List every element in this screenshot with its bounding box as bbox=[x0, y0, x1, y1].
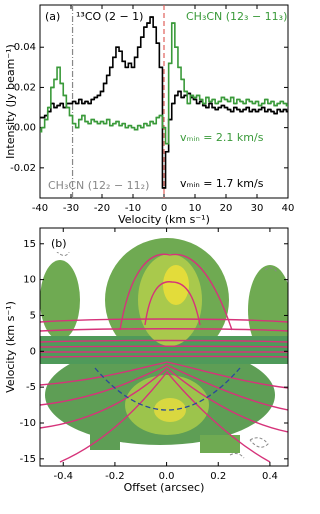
x-tick-label: 40 bbox=[282, 203, 295, 214]
y-tick-label: 10 bbox=[23, 275, 36, 286]
x-tick-label: 10 bbox=[189, 203, 202, 214]
annotation: vₘᵢₙ = 2.1 km/s bbox=[180, 131, 264, 144]
x-tick-label: -10 bbox=[125, 203, 141, 214]
y-tick-label: 15 bbox=[23, 239, 36, 250]
axes-frame bbox=[39, 227, 289, 467]
plot-area bbox=[40, 5, 288, 198]
x-axis-label: Velocity (km s⁻¹) bbox=[118, 213, 210, 226]
panel-label: (a) bbox=[45, 10, 60, 23]
step-riser bbox=[40, 16, 288, 189]
y-tick-label: 5 bbox=[30, 310, 36, 321]
series-label: CH₃CN (12₃ − 11₃) bbox=[186, 10, 287, 23]
panel-label: (b) bbox=[51, 237, 67, 250]
y-tick-label: -0.02 bbox=[10, 163, 36, 174]
x-tick-label: -40 bbox=[32, 203, 48, 214]
y-tick-label: -10 bbox=[20, 418, 36, 429]
annotation: vₘᵢₙ = 1.7 km/s bbox=[180, 177, 264, 190]
x-tick-label: 30 bbox=[251, 203, 264, 214]
figure: -40 -30 -20 -10 0 10 20 30 40-0.020.000.020.04Ve… bbox=[4, 4, 295, 494]
y-tick-label: 0 bbox=[30, 346, 36, 357]
y-tick-label: 0.04 bbox=[14, 42, 36, 53]
line-label: CH₃CN (12₂ − 11₂) bbox=[48, 179, 149, 192]
pv-image bbox=[40, 228, 288, 466]
y-tick-label: 0.02 bbox=[14, 82, 36, 93]
x-tick-label: 0 bbox=[161, 203, 167, 214]
x-axis-label: Offset (arcsec) bbox=[124, 481, 205, 494]
x-tick-label: 0.2 bbox=[210, 471, 226, 482]
x-tick-label: -30 bbox=[63, 203, 79, 214]
y-axis-label: Velocity (km s⁻¹) bbox=[4, 301, 17, 393]
x-tick-label: 20 bbox=[220, 203, 233, 214]
x-tick-label: -0.4 bbox=[53, 471, 73, 482]
y-tick-label: -5 bbox=[26, 382, 36, 393]
x-tick-label: 0.4 bbox=[262, 471, 278, 482]
series-label: ¹³CO (2 − 1) bbox=[76, 10, 143, 23]
step-riser bbox=[40, 22, 288, 145]
y-axis-label: Intensity (Jy beam⁻¹) bbox=[4, 44, 17, 159]
x-tick-label: -0.2 bbox=[105, 471, 125, 482]
x-tick-label: 0.0 bbox=[159, 471, 175, 482]
y-tick-label: -15 bbox=[20, 454, 36, 465]
x-tick-label: -20 bbox=[94, 203, 110, 214]
label-box bbox=[48, 236, 70, 252]
y-tick-label: 0.00 bbox=[14, 123, 36, 134]
